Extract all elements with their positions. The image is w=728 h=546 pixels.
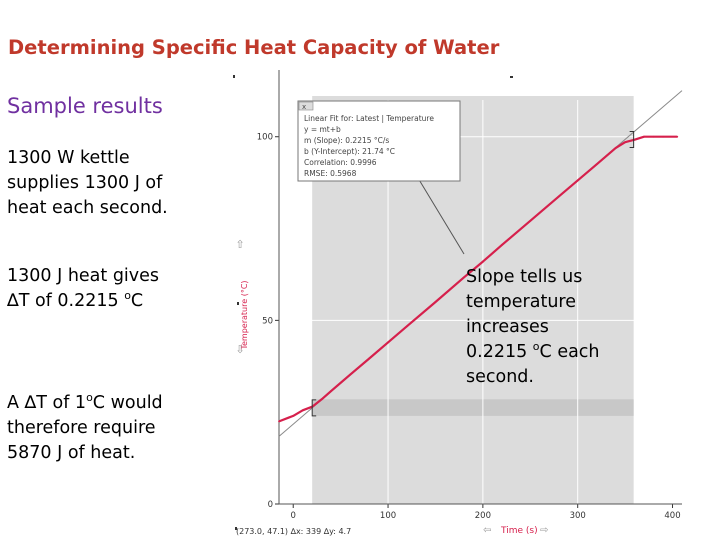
temperature-point [652, 135, 655, 138]
scroll-right-icon[interactable]: ⇨ [540, 525, 548, 536]
temperature-point [434, 301, 437, 303]
fit-box-title: Linear Fit for: Latest | Temperature [304, 114, 434, 123]
close-icon[interactable]: x [302, 103, 306, 111]
temperature-point [662, 135, 664, 138]
temperature-point [330, 389, 333, 392]
temperature-point [406, 325, 408, 328]
selection-band [312, 399, 634, 416]
fit-box-frame [297, 100, 461, 182]
corner-mark [510, 76, 513, 78]
slope-callout: Slope tells us temperature increases 0.2… [466, 265, 600, 390]
cursor-readout: (273.0, 47.1) ∆x: 339 ∆y: 4.7 [236, 527, 351, 536]
scroll-up-icon[interactable]: ⇧ [235, 238, 244, 251]
temperature-point [387, 341, 389, 344]
kettle-line-3: heat each second. [7, 198, 168, 218]
temperature-point [557, 195, 560, 198]
temperature-point [463, 276, 465, 279]
corner-mark [235, 527, 237, 530]
x-tick-label: 0 [291, 511, 296, 521]
y-tick-label: 100 [257, 133, 273, 143]
require-paragraph: A ∆T of 1oC would therefore require 5870… [7, 391, 163, 466]
fit-equation: y = mt+b [304, 125, 341, 134]
temperature-point [614, 147, 617, 150]
require-line-1: A ∆T of 1oC would [7, 391, 163, 416]
axes [278, 70, 682, 505]
temperature-point [576, 179, 579, 182]
slope-line-2: temperature [466, 292, 576, 312]
fit-box-pointer [417, 177, 465, 255]
degree-sup: o [124, 289, 131, 302]
kettle-line-1: 1300 W kettle [7, 148, 130, 168]
y-axis-label-text: Temperature (°C) [240, 280, 249, 350]
temperature-point [624, 141, 627, 144]
corner-mark [233, 75, 235, 78]
temperature-point [349, 373, 352, 376]
y-axis-label: Temperature (°C) [240, 280, 249, 350]
subtitle: Sample results [7, 94, 163, 118]
temperature-point [481, 260, 484, 263]
x-tick-label: 300 [570, 511, 586, 521]
temperature-point [287, 416, 290, 419]
slope-unit: C each [539, 342, 600, 362]
delta-paragraph: 1300 J heat gives ∆T of 0.2215 oC [7, 264, 159, 314]
temperature-point [643, 135, 645, 138]
slope-line-4: 0.2215 oC each [466, 340, 600, 365]
kettle-line-2: supplies 1300 J of [7, 173, 163, 193]
temperature-point [292, 414, 295, 417]
x-tick-label: 400 [664, 511, 680, 521]
fit-rmse: RMSE: 0.5968 [304, 169, 357, 178]
temperature-point [278, 420, 280, 423]
require-text-a: A ∆T of 1 [7, 393, 87, 413]
series [278, 135, 679, 423]
fit-box-close-button[interactable] [298, 101, 314, 111]
require-text-b: C would [92, 393, 163, 413]
slope-value: 0.2215 [466, 342, 533, 362]
slope-line-3: increases [466, 317, 549, 337]
fit-intercept: b (Y-Intercept): 21.74 °C [304, 147, 395, 156]
x-tick-label: 100 [380, 511, 396, 521]
x-axis-label: Time (s) [500, 526, 538, 536]
y-tick-label: 50 [262, 316, 273, 326]
delta-line-2: ∆T of 0.2215 oC [7, 289, 159, 314]
require-line-3: 5870 J of heat. [7, 443, 136, 463]
temperature-point [301, 409, 304, 412]
kettle-paragraph: 1300 W kettle supplies 1300 J of heat ea… [7, 146, 168, 221]
require-line-2: therefore require [7, 418, 156, 438]
temperature-point [595, 163, 598, 166]
selection-region[interactable] [312, 96, 634, 504]
slope-line-1: Slope tells us [466, 267, 583, 287]
selection-end-bracket[interactable] [629, 130, 635, 148]
temperature-point [676, 135, 679, 138]
selection-start-bracket[interactable] [311, 399, 317, 417]
slope-line-5: second. [466, 367, 534, 387]
delta-unit: C [130, 291, 144, 311]
degree-sup: o [532, 340, 540, 353]
fit-correlation: Correlation: 0.9996 [304, 158, 377, 167]
x-tick-label: 200 [475, 511, 491, 521]
temperature-point [368, 357, 370, 360]
tick-labels: 0 100 200 300 400 0 50 100 [257, 133, 681, 521]
linear-fit-box[interactable]: x Linear Fit for: Latest | Temperature y… [297, 100, 461, 182]
fit-slope: m (Slope): 0.2215 °C/s [304, 136, 389, 145]
delta-line-1: 1300 J heat gives [7, 266, 160, 286]
selection-brackets[interactable] [311, 130, 635, 417]
temperature-point [529, 219, 532, 222]
degree-sup: o [86, 391, 93, 404]
corner-mark [237, 302, 239, 305]
scroll-left-icon[interactable]: ⇦ [483, 525, 491, 536]
scroll-down-icon[interactable]: ⇩ [235, 343, 244, 356]
slide-title: Determining Specific Heat Capacity of Wa… [8, 36, 500, 59]
delta-value: ∆T of 0.2215 [7, 291, 125, 311]
temperature-point [500, 244, 503, 246]
temperature-series-line [278, 135, 678, 423]
y-tick-label: 0 [268, 500, 273, 510]
temperature-point [320, 398, 323, 401]
